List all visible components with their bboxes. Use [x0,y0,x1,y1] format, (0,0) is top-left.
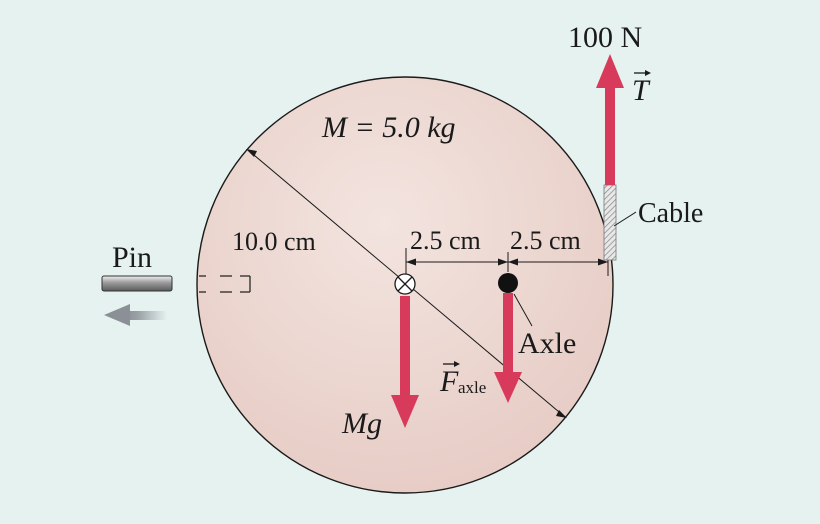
pin-arrow [104,304,167,326]
weight-arrow [391,296,419,428]
pin-hole-outline [199,275,251,293]
center-marker [394,273,416,295]
svg-text:T: T [632,74,651,107]
mass-label: M = 5.0 kg [321,111,456,144]
pin [101,275,173,292]
svg-text:F: F [439,365,459,398]
cable-label: Cable [638,198,703,229]
tension-symbol-label: T [632,70,651,107]
cable-leader-line [613,211,637,227]
axle-dot [498,273,518,293]
axle-label: Axle [518,327,576,360]
pin-label: Pin [112,241,152,274]
cable [603,184,617,261]
axle-leader-line [513,293,533,327]
axle-force-arrow [494,293,522,403]
distance-dimensions [405,248,609,276]
diameter-label: 10.0 cm [232,227,316,256]
weight-label: Mg [341,407,382,440]
svg-text:axle: axle [458,378,486,397]
distance-left-label: 2.5 cm [410,226,481,255]
tension-arrow [596,54,624,185]
axle-force-label: F axle [439,361,486,398]
distance-right-label: 2.5 cm [510,226,581,255]
tension-value-label: 100 N [568,21,642,54]
